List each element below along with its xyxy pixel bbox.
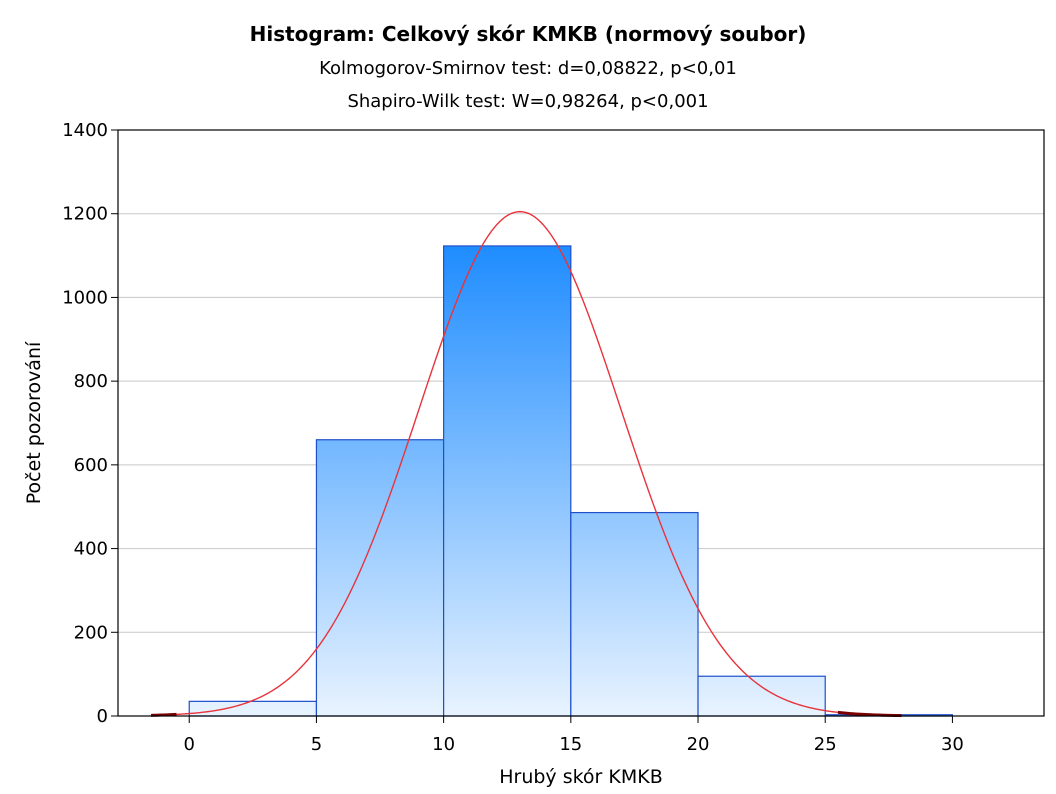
y-tick-label: 800 [74, 371, 108, 392]
chart-title: Histogram: Celkový skór KMKB (normový so… [249, 22, 807, 46]
x-axis-label: Hrubý skór KMKB [499, 766, 663, 788]
grid-lines [118, 213, 1044, 633]
chart-subtitle-sw-test: Shapiro-Wilk test: W=0,98264, p<0,001 [347, 91, 709, 112]
y-tick-label: 1000 [62, 287, 108, 308]
x-tick-label: 0 [184, 734, 195, 755]
y-tick-label: 600 [74, 455, 108, 476]
chart-subtitle-ks-test: Kolmogorov-Smirnov test: d=0,08822, p<0,… [319, 58, 737, 79]
x-tick-label: 30 [941, 734, 964, 755]
histogram-bar [570, 511, 699, 717]
plot-area-frame [117, 129, 1045, 717]
y-tick-label: 1400 [62, 120, 108, 141]
y-tick-label: 400 [74, 539, 108, 560]
y-tick-label: 0 [97, 706, 108, 727]
x-tick-label: 20 [687, 734, 710, 755]
y-tick-label: 200 [74, 622, 108, 643]
normal-curve-tail-left [151, 712, 177, 717]
histogram-bar [443, 245, 572, 717]
histogram-bar [315, 439, 445, 717]
x-tick-label: 25 [814, 734, 837, 755]
y-tick-label: 1200 [62, 204, 108, 225]
y-axis-label: Počet pozorování [23, 341, 45, 504]
histogram-bar [697, 675, 826, 717]
x-tick-label: 15 [559, 734, 582, 755]
normal-curve [151, 210, 902, 717]
histogram-bars [188, 245, 954, 717]
x-tick-label: 10 [432, 734, 455, 755]
histogram-bar [188, 700, 318, 717]
x-tick-label: 5 [311, 734, 322, 755]
axis-ticks: 0 200 400 600 800 1000 1200 1400 0 5 10 15 20 25 30 [62, 120, 964, 755]
normal-curve-tail-right [837, 710, 902, 718]
